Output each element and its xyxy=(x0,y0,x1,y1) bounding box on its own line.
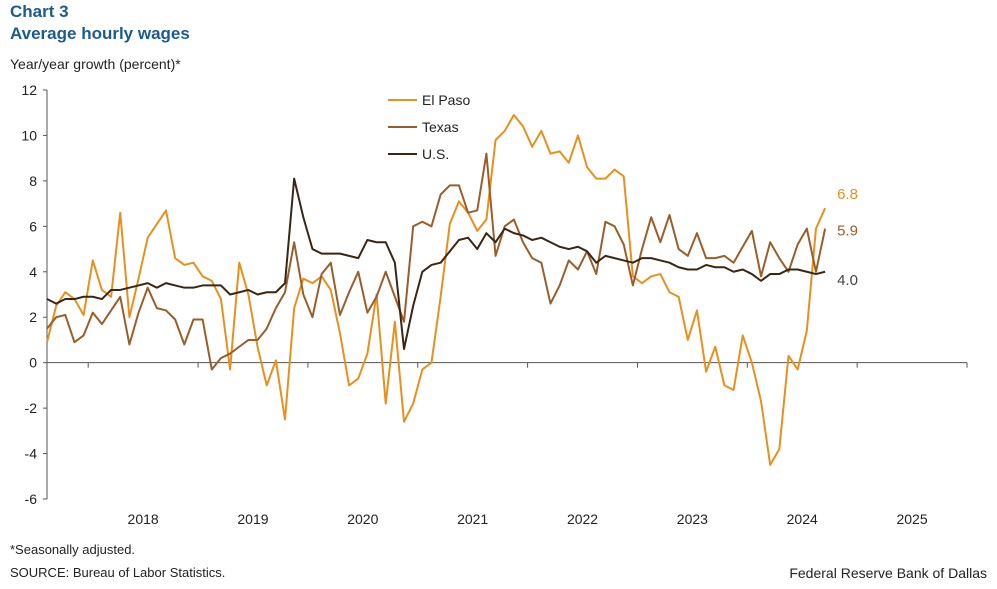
chart-end-labels: 6.8 5.9 4.0 xyxy=(837,186,858,289)
legend-label: El Paso xyxy=(422,92,470,108)
end-value-label: 5.9 xyxy=(837,223,858,240)
footnote: *Seasonally adjusted. xyxy=(10,542,136,557)
x-tick-label: 2019 xyxy=(237,511,268,527)
chart-number: Chart 3 xyxy=(10,2,69,21)
source-note: SOURCE: Bureau of Labor Statistics. xyxy=(10,565,226,580)
x-tick-label: 2022 xyxy=(567,511,598,527)
y-tick-label: 8 xyxy=(29,173,37,189)
chart-title: Average hourly wages xyxy=(10,24,190,43)
x-tick-label: 2023 xyxy=(677,511,708,527)
series-line-texas xyxy=(46,152,827,371)
x-tick-label: 2021 xyxy=(457,511,488,527)
y-tick-label: 0 xyxy=(29,355,37,371)
x-tick-label: 2018 xyxy=(128,511,159,527)
legend-label: U.S. xyxy=(422,146,449,162)
y-tick-label: -2 xyxy=(25,400,38,416)
x-tick-label: 2025 xyxy=(896,511,927,527)
end-value-label: 4.0 xyxy=(837,272,858,289)
y-tick-label: 12 xyxy=(21,82,37,98)
y-axis-unit-label: Year/year growth (percent)* xyxy=(10,56,181,72)
y-tick-label: -6 xyxy=(25,491,38,507)
y-tick-label: 4 xyxy=(29,264,37,280)
chart-axes: -6 -4 -2 0 2 4 6 8 10 12 2018 2019 2020 2021 2022 2023 2… xyxy=(21,82,968,527)
chart-series-layer xyxy=(46,113,827,466)
y-tick-label: 6 xyxy=(29,218,37,234)
publisher-credit: Federal Reserve Bank of Dallas xyxy=(789,565,987,581)
legend-label: Texas xyxy=(422,119,459,135)
y-tick-label: 2 xyxy=(29,309,37,325)
series-line-el-paso xyxy=(46,113,827,466)
y-tick-label: 10 xyxy=(21,127,37,143)
end-value-label: 6.8 xyxy=(837,186,858,203)
x-tick-label: 2020 xyxy=(347,511,378,527)
chart-legend: El Paso Texas U.S. xyxy=(388,92,470,162)
y-tick-label: -4 xyxy=(25,446,38,462)
series-line-u-s xyxy=(46,177,826,351)
x-tick-label: 2024 xyxy=(787,511,818,527)
